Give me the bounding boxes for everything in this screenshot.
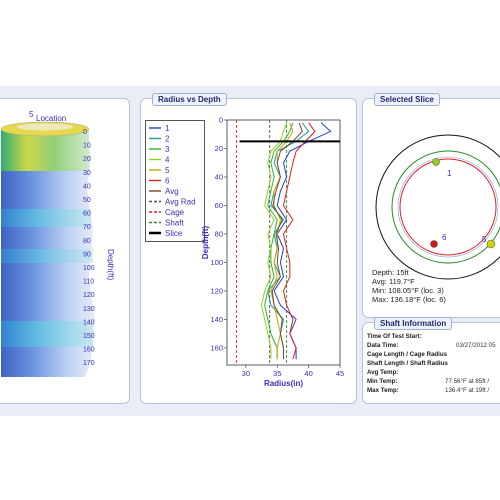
slice-cage-circle [399, 158, 497, 256]
legend-label-3: 3 [165, 145, 170, 154]
info-label-max-temp: Max Temp: [367, 387, 399, 394]
y-tick-label-60: 60 [215, 201, 223, 210]
shaft-depth-tick-90: 90 [83, 251, 91, 258]
shaft-depth-tick-50: 50 [83, 197, 91, 204]
shaft-depth-tick-80: 80 [83, 238, 91, 245]
shaft-depth-axis-label: Depth(ft) [106, 249, 115, 280]
location-axis-label: Location [36, 114, 66, 123]
radius-depth-panel-title: Radius vs Depth [152, 93, 227, 106]
legend-label-2: 2 [165, 135, 170, 144]
shaft-band-lower [1, 321, 93, 347]
info-label-cage: Cage Length / Cage Radius [367, 351, 448, 358]
shaft-depth-tick-70: 70 [83, 224, 91, 231]
y-axis-label: Depth(ft) [201, 226, 210, 260]
x-tick-label-30: 30 [242, 369, 250, 378]
y-tick-label-160: 160 [210, 343, 223, 352]
shaft-depth-tick-60: 60 [83, 211, 91, 218]
shaft-info-panel-title: Shaft Information [374, 317, 453, 330]
slice-marker-1[interactable] [432, 158, 440, 166]
shaft-depth-tick-120: 120 [83, 292, 95, 299]
info-value-min-temp: 77.56°F at 85ft / [445, 378, 490, 385]
slice-depth-text: Depth: 15ft [372, 268, 410, 277]
legend-label-slice: Slice [165, 229, 183, 238]
slice-shaft-circle [391, 150, 500, 264]
shaft-depth-ticks: 0 10 20 30 40 50 60 70 80 90 100 110 120 130 140 150 160… [83, 129, 95, 367]
shaft-top-highlight [17, 123, 73, 131]
legend-label-1: 1 [165, 124, 170, 133]
series-line-4 [260, 122, 288, 360]
shaft-info-panel: Time Of Test Start: Data Time: 03/27/201… [362, 322, 500, 404]
series-line-5 [270, 122, 294, 360]
info-label-time-of-test: Time Of Test Start: [367, 333, 422, 340]
selected-slice-panel [362, 98, 500, 318]
selected-slice-view[interactable]: 1 6 5 Depth: 15ft Avg: 119.7°F Min: 108.… [362, 103, 500, 313]
shaft-depth-tick-150: 150 [83, 333, 95, 340]
radius-depth-chart[interactable]: 30 35 40 45 0 20 40 60 80 100 120 140 160 Radius(in) D… [200, 110, 350, 395]
x-tick-label-35: 35 [273, 369, 281, 378]
slice-label-1: 1 [447, 169, 452, 178]
info-label-data-time: Data Time: [367, 342, 399, 349]
shaft-depth-tick-160: 160 [83, 347, 95, 354]
y-tick-label-20: 20 [215, 144, 223, 153]
y-tick-label-100: 100 [210, 258, 223, 267]
shaft-depth-tick-30: 30 [83, 170, 91, 177]
x-tick-label-40: 40 [304, 369, 312, 378]
shaft-depth-tick-140: 140 [83, 319, 95, 326]
legend-label-avg: Avg [165, 187, 179, 196]
shaft-depth-tick-100: 100 [83, 265, 95, 272]
shaft-depth-tick-10: 10 [83, 143, 91, 150]
slice-marker-6[interactable] [430, 240, 438, 248]
info-label-avg-temp: Avg Temp: [367, 369, 399, 376]
shaft-depth-tick-130: 130 [83, 306, 95, 313]
shaft-depth-tick-20: 20 [83, 156, 91, 163]
info-value-data-time: 03/27/2012 05 [456, 342, 496, 349]
shaft-depth-tick-170: 170 [83, 360, 95, 367]
x-axis-label: Radius(in) [264, 379, 303, 388]
legend-label-6: 6 [165, 177, 170, 186]
x-tick-label-45: 45 [336, 369, 344, 378]
slice-label-5: 5 [482, 235, 487, 244]
slice-avg-circle [397, 156, 499, 258]
shaft-view-panel: 5 Location 0 10 20 30 40 50 60 70 80 90 100 110 120 1… [0, 98, 130, 404]
y-tick-label-40: 40 [215, 172, 223, 181]
series-line-3 [264, 122, 294, 360]
y-tick-label-80: 80 [215, 229, 223, 238]
slice-min-text: Min: 108.05°F (loc. 3) [372, 286, 444, 295]
y-tick-label-0: 0 [219, 116, 223, 125]
legend-label-cage: Cage [165, 208, 185, 217]
legend-label-4: 4 [165, 156, 170, 165]
y-tick-label-120: 120 [210, 286, 223, 295]
shaft-band-middle [1, 249, 93, 263]
slice-avg-text: Avg: 119.7°F [372, 277, 415, 286]
slice-max-text: Max: 136.18°F (loc. 6) [372, 295, 446, 304]
shaft-depth-tick-40: 40 [83, 183, 91, 190]
legend-label-shaft: Shaft [165, 219, 184, 228]
series-line-6 [282, 122, 316, 360]
chart-plot-area [226, 119, 341, 366]
selected-slice-panel-title: Selected Slice [374, 93, 440, 106]
shaft-band-upper [1, 209, 91, 227]
slice-outer-circle [375, 134, 500, 280]
shaft-depth-tick-0: 0 [83, 129, 87, 136]
y-tick-label-140: 140 [210, 315, 223, 324]
info-label-shaft: Shaft Length / Shaft Radius [367, 360, 448, 367]
legend-label-5: 5 [165, 166, 170, 175]
shaft-3d-view[interactable]: 5 Location 0 10 20 30 40 50 60 70 80 90 100 110 120 1… [0, 99, 129, 403]
slice-marker-5[interactable] [486, 239, 496, 249]
series-line-avg [271, 122, 303, 360]
location-tick-label: 5 [29, 110, 34, 119]
info-value-max-temp: 136.4°F at 19ft / [445, 387, 490, 394]
info-label-min-temp: Min Temp: [367, 378, 398, 385]
shaft-depth-tick-110: 110 [83, 279, 94, 286]
legend-label-avg-rad: Avg Rad [165, 198, 196, 207]
slice-label-6: 6 [442, 233, 447, 242]
